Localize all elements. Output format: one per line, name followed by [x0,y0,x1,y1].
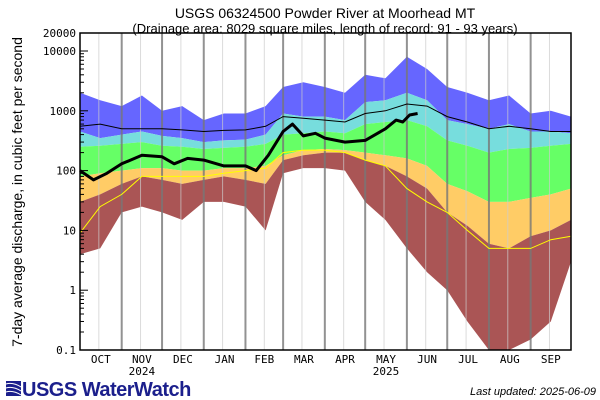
x-tick-label-sep: SEP [541,353,561,366]
x-year-label: 2025 [373,365,400,378]
y-tick-label: 100 [56,165,76,178]
x-tick-label-jul: JUL [458,353,478,366]
band-p10-to-min [80,152,571,350]
y-tick-label: 10000 [43,45,76,58]
x-tick-label-oct: OCT [91,353,111,366]
x-tick-label-dec: DEC [173,353,193,366]
y-tick-label: 10 [63,224,76,237]
x-year-label: 2024 [129,365,156,378]
line-yellow-line [79,149,572,249]
chart-subtitle: (Drainage area: 8029 square miles, lengt… [132,21,517,36]
x-tick-label-jan: JAN [215,353,235,366]
usgs-logo[interactable]: USGS WaterWatch [5,379,191,400]
plot-frame [79,32,572,351]
x-tick-label-jun: JUN [417,353,437,366]
last-updated: Last updated: 2025-06-09 [470,386,596,398]
chart-title: USGS 06324500 Powder River at Moorhead M… [175,5,476,21]
x-tick-label-aug: AUG [500,353,520,366]
line-median [79,103,571,133]
y-tick-label: 20000 [43,27,76,40]
band-p25-to-p10 [80,149,571,249]
logo-text: USGS WaterWatch [22,379,191,400]
band-p75-to-p25 [80,120,571,202]
x-tick-label-nov: NOV [132,353,152,366]
y-axis-label: 7-day average discharge, in cubic feet p… [9,37,25,347]
usgs-wave-icon [5,381,22,396]
y-tick-label: 1000 [50,105,77,118]
x-tick-label-apr: APR [335,353,355,366]
x-tick-label-mar: MAR [294,353,314,366]
y-tick-label: 0.1 [56,344,76,357]
line-current [79,112,418,182]
x-tick-label-may: MAY [376,353,396,366]
y-tick-label: 1 [69,284,76,297]
x-tick-label-feb: FEB [254,353,274,366]
